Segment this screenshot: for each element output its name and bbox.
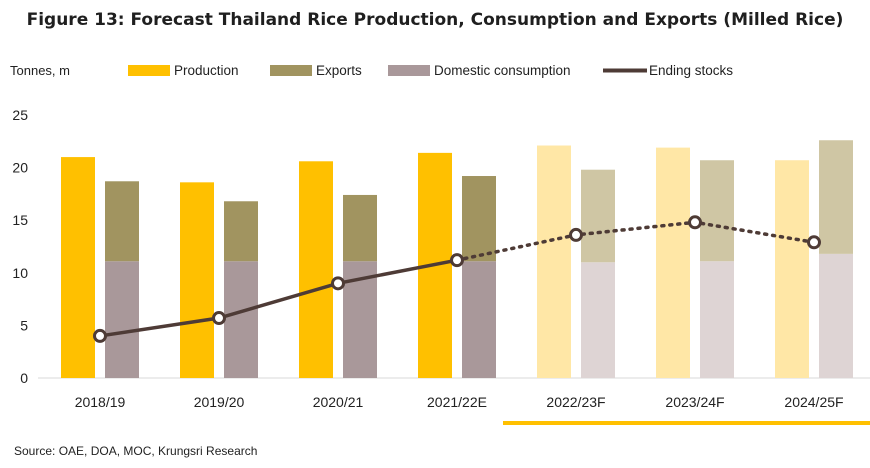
x-tick-label: 2020/21 bbox=[313, 394, 364, 410]
bar-domestic-consumption bbox=[462, 261, 496, 378]
marker-ending-stocks bbox=[331, 276, 345, 291]
legend-label: Production bbox=[174, 63, 239, 78]
marker-ending-stocks bbox=[569, 227, 583, 242]
bar-production bbox=[180, 182, 214, 378]
bar-exports bbox=[581, 169, 615, 263]
legend-swatch bbox=[270, 65, 312, 76]
y-tick-label: 25 bbox=[12, 107, 28, 123]
y-tick-label: 10 bbox=[12, 265, 28, 281]
source-note: Source: OAE, DOA, MOC, Krungsri Research bbox=[14, 444, 258, 458]
bar-domestic-consumption bbox=[700, 261, 734, 378]
y-tick-label: 15 bbox=[12, 212, 28, 228]
y-tick-label: 5 bbox=[20, 317, 28, 333]
forecast-underline bbox=[503, 421, 870, 425]
bar-exports bbox=[819, 140, 853, 254]
chart-title: Figure 13: Forecast Thailand Rice Produc… bbox=[26, 10, 844, 30]
bar-domestic-consumption bbox=[224, 261, 258, 378]
legend-label: Exports bbox=[316, 63, 362, 78]
x-tick-label: 2024/25F bbox=[784, 394, 843, 410]
marker-ending-stocks bbox=[450, 253, 464, 268]
marker-ending-stocks bbox=[807, 235, 821, 250]
bar-production bbox=[537, 145, 571, 378]
legend-swatch bbox=[128, 65, 170, 76]
x-tick-label: 2019/20 bbox=[194, 394, 245, 410]
bar-exports bbox=[700, 160, 734, 262]
bar-exports bbox=[343, 194, 377, 262]
x-tick-label: 2023/24F bbox=[665, 394, 724, 410]
marker-ending-stocks bbox=[93, 328, 107, 343]
bar-exports bbox=[224, 201, 258, 262]
bar-production bbox=[61, 157, 95, 378]
legend-label: Ending stocks bbox=[649, 63, 733, 78]
line-ending-stocks-actual bbox=[99, 258, 458, 338]
legend-swatch bbox=[388, 65, 430, 76]
bar-domestic-consumption bbox=[581, 262, 615, 378]
bar-exports bbox=[462, 176, 496, 262]
marker-ending-stocks bbox=[212, 311, 226, 326]
x-tick-label: 2018/19 bbox=[75, 394, 126, 410]
bar-production bbox=[299, 161, 333, 378]
y-axis-label: Tonnes, m bbox=[10, 63, 70, 78]
bar-domestic-consumption bbox=[105, 261, 139, 378]
y-tick-label: 20 bbox=[12, 160, 28, 176]
y-tick-label: 0 bbox=[20, 370, 28, 386]
bar-exports bbox=[105, 181, 139, 262]
bar-production bbox=[775, 160, 809, 378]
bar-domestic-consumption bbox=[819, 253, 853, 378]
marker-ending-stocks bbox=[688, 215, 702, 230]
legend-label: Domestic consumption bbox=[434, 63, 571, 78]
x-tick-label: 2022/23F bbox=[546, 394, 605, 410]
bar-production bbox=[656, 147, 690, 378]
line-ending-stocks-forecast bbox=[455, 220, 816, 262]
x-tick-label: 2021/22E bbox=[427, 394, 487, 410]
